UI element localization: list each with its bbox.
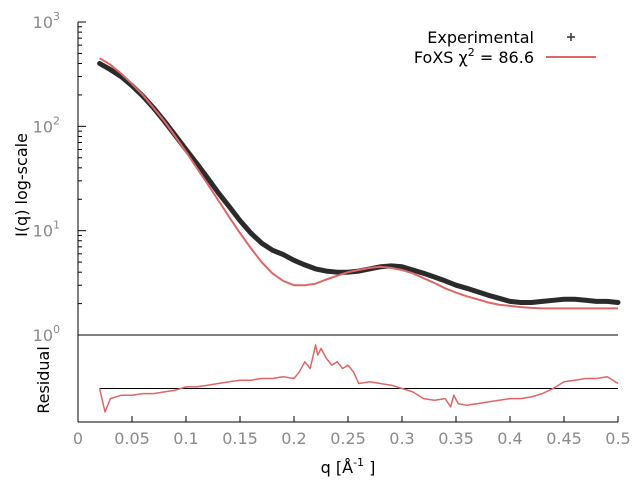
x-tick-label: 0.2 — [281, 429, 306, 448]
experimental-point — [529, 300, 534, 305]
x-tick-label: 0.3 — [389, 429, 414, 448]
experimental-point — [497, 296, 502, 301]
experimental-point — [108, 67, 113, 72]
experimental-point — [518, 300, 523, 305]
residual-series — [98, 344, 619, 413]
experimental-point — [486, 293, 491, 298]
intensity-y-tick-labels: 100 101 102 103 — [33, 10, 60, 345]
experimental-point — [270, 248, 275, 253]
legend: Experimental FoXS χ2 = 86.6 — [414, 28, 596, 67]
x-axis-title: q [Å-1 ] — [321, 456, 376, 477]
x-tick-label: 0.1 — [173, 429, 198, 448]
experimental-point — [324, 268, 329, 274]
experimental-point — [540, 299, 545, 304]
experimental-point — [453, 283, 459, 288]
experimental-point — [227, 204, 232, 209]
experimental-point — [561, 297, 567, 302]
experimental-point — [97, 61, 102, 66]
experimental-point — [335, 270, 340, 275]
experimental-point — [464, 286, 469, 291]
experimental-point — [281, 252, 286, 257]
residual-curve — [98, 344, 619, 413]
experimental-point — [216, 190, 221, 196]
y-tick-label: 100 — [33, 323, 60, 345]
experimental-point — [410, 267, 415, 273]
y-tick-label: 102 — [33, 114, 60, 136]
y-axis-title-intensity: I(q) log-scale — [12, 133, 31, 237]
experimental-point — [507, 299, 513, 304]
experimental-point — [443, 278, 448, 284]
y-axis-title-residual: Residual — [34, 346, 53, 414]
experimental-point — [237, 218, 243, 223]
experimental-point — [302, 262, 307, 268]
y-tick-label: 103 — [33, 10, 60, 32]
experimental-point — [475, 289, 480, 294]
experimental-point — [432, 274, 437, 280]
residual-axis-ticks — [77, 416, 619, 423]
x-tick-label: 0.25 — [330, 429, 366, 448]
y-tick-label: 101 — [33, 219, 60, 241]
experimental-point — [313, 266, 318, 272]
experimental-band — [97, 61, 621, 305]
experimental-point — [583, 298, 588, 303]
x-tick-labels: 0 0.05 0.1 0.15 0.2 0.25 0.3 0.35 0.4 0.45 0.5 — [73, 429, 631, 448]
x-tick-label: 0.35 — [438, 429, 474, 448]
experimental-point — [399, 264, 405, 269]
x-tick-label: 0.45 — [546, 429, 582, 448]
intensity-panel: 100 101 102 103 — [33, 10, 621, 422]
x-tick-label: 0 — [73, 429, 83, 448]
experimental-point — [259, 240, 264, 246]
x-tick-label: 0.4 — [497, 429, 522, 448]
residual-panel: 0 0.05 0.1 0.15 0.2 0.25 0.3 0.35 0.4 0.45 0.5 — [73, 344, 631, 448]
x-tick-label: 0.15 — [222, 429, 258, 448]
experimental-point — [421, 271, 426, 276]
experimental-point — [205, 175, 210, 181]
legend-label-experimental: Experimental — [427, 28, 534, 47]
x-tick-label: 0.05 — [114, 429, 150, 448]
experimental-point — [248, 230, 253, 236]
intensity-series — [97, 57, 621, 310]
experimental-point — [594, 299, 599, 304]
foxs-fit-curve — [99, 57, 618, 310]
experimental-point — [605, 299, 610, 304]
experimental-point — [615, 300, 621, 305]
x-tick-label: 0.5 — [605, 429, 630, 448]
legend-label-foxs: FoXS χ2 = 86.6 — [414, 46, 534, 67]
experimental-point — [572, 297, 577, 302]
legend-marker-experimental — [567, 33, 575, 41]
intensity-axis-ticks — [77, 21, 618, 422]
experimental-point — [291, 258, 297, 263]
experimental-point — [551, 298, 556, 303]
